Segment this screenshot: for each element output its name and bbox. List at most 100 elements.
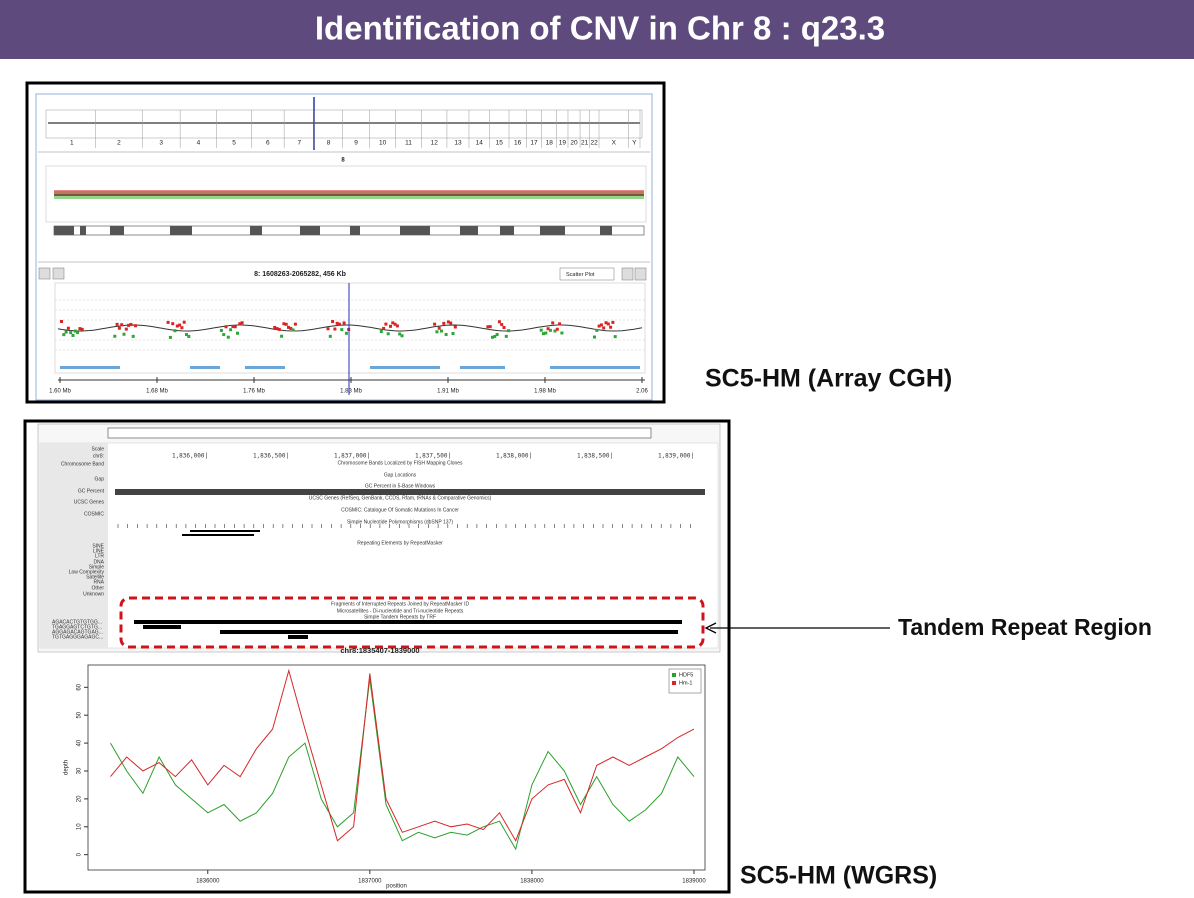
- track-title: UCSC Genes (RefSeq, GenBank, CCDS, Rfam,…: [309, 495, 492, 501]
- chromosome-label: 10: [379, 140, 387, 147]
- track-label: Gap: [95, 476, 105, 482]
- y-tick-label: 60: [77, 683, 83, 690]
- probe-dot: [442, 321, 446, 325]
- probe-dot: [606, 322, 610, 326]
- probe-dot: [344, 331, 348, 335]
- probe-dot: [493, 334, 497, 338]
- chr8-red-band: [54, 190, 644, 196]
- zoom-out-button[interactable]: [52, 267, 65, 280]
- ideogram-band: [110, 226, 124, 235]
- depth-line: [110, 668, 695, 842]
- tandem-repeat: [134, 620, 682, 624]
- probe-dot: [553, 329, 557, 333]
- probe-dot: [117, 326, 121, 330]
- track-title: Fragments of Interrupted Repeats Joined …: [331, 601, 470, 607]
- chromosome-navigator[interactable]: [107, 427, 652, 439]
- track-title: Simple Nucleotide Polymorphisms (dbSNP 1…: [347, 519, 453, 525]
- probe-dot: [488, 325, 492, 329]
- probe-dot: [80, 327, 84, 331]
- chromosome-label: 17: [530, 140, 538, 147]
- probe-dot: [433, 322, 437, 326]
- probe-dot: [127, 323, 131, 327]
- chromosome-label: 13: [454, 140, 462, 147]
- track-area: [39, 442, 719, 649]
- chr-label: 8: [341, 158, 345, 164]
- chromosome-label: X: [612, 140, 617, 147]
- chromosome-label: 2: [117, 140, 121, 147]
- scale-label: 1,837,500|: [415, 453, 451, 460]
- y-axis-title: depth: [64, 760, 70, 775]
- chromosome-label: 20: [570, 140, 578, 147]
- track-title: Simple Tandem Repeats by TRF: [364, 614, 436, 620]
- wgrs-label: SC5-HM (WGRS): [740, 862, 937, 890]
- probe-dot: [602, 326, 606, 330]
- probe-dot: [497, 320, 501, 324]
- repeat-element: [190, 530, 260, 532]
- ideogram-band: [350, 226, 360, 235]
- probe-dot: [551, 321, 555, 325]
- probe-dot: [280, 334, 284, 338]
- probe-dot: [291, 328, 295, 332]
- position-label: 1.76 Mb: [243, 389, 265, 395]
- position-label: 1.91 Mb: [437, 389, 459, 395]
- probe-dot: [134, 324, 137, 328]
- probe-dot: [131, 334, 135, 338]
- probe-dot: [71, 333, 75, 337]
- probe-dot: [180, 326, 184, 330]
- probe-dot: [504, 334, 508, 338]
- scale-label: 1,838,500|: [577, 453, 613, 460]
- plot-mode-select[interactable]: [559, 267, 615, 281]
- probe-dot: [558, 322, 562, 326]
- probe-dot: [238, 322, 242, 326]
- prev-button[interactable]: [621, 267, 634, 281]
- probe-dot: [451, 332, 455, 336]
- probe-dot: [168, 335, 172, 339]
- chromosome-label: Y: [632, 140, 637, 147]
- feature-track: [245, 366, 285, 369]
- probe-dot: [609, 325, 613, 329]
- repeat-label: TGTGAGGGAGAGC...: [52, 634, 103, 640]
- probe-dot: [384, 322, 388, 326]
- probe-dot: [273, 325, 277, 329]
- track-label: Satellite: [86, 574, 104, 580]
- chromosome-label: 18: [546, 140, 554, 147]
- probe-dot: [226, 335, 230, 339]
- probe-dot: [173, 329, 177, 333]
- probe-dot: [486, 325, 490, 329]
- track-title: Gap Locations: [384, 472, 417, 478]
- position-label: 1.98 Mb: [534, 389, 556, 395]
- ideogram-band: [170, 226, 192, 235]
- probe-dot: [440, 329, 443, 333]
- chromosome-label: 19: [559, 140, 567, 147]
- chromosome-label: 16: [514, 140, 522, 147]
- probe-dot: [546, 327, 550, 331]
- probe-dot: [282, 322, 286, 326]
- feature-track: [550, 366, 640, 369]
- probe-dot: [178, 323, 182, 327]
- repeat-label: TGAGGAGTCTGTG...: [52, 624, 102, 630]
- probe-dot: [544, 331, 548, 335]
- tandem-repeat: [288, 635, 308, 639]
- probe-dot: [236, 331, 239, 335]
- chromosome-label: 21: [581, 140, 589, 147]
- zoom-title: 8: 1608263-2065282, 456 Kb: [254, 271, 346, 278]
- chromosome-label: 9: [354, 140, 358, 147]
- genome-overview: [45, 109, 643, 139]
- chromosome-label: 12: [431, 140, 439, 147]
- track-label-column: [40, 443, 108, 648]
- probe-dot: [231, 324, 235, 328]
- track-title: COSMIC: Catalogue Of Somatic Mutations I…: [341, 507, 459, 513]
- y-tick-label: 40: [77, 739, 83, 746]
- probe-dot: [187, 334, 191, 338]
- plot-mode: Scatter Plot: [566, 272, 595, 278]
- next-button[interactable]: [634, 267, 647, 281]
- probe-dot: [453, 325, 457, 329]
- probe-dot: [78, 327, 82, 331]
- feature-track: [190, 366, 220, 369]
- probe-dot: [500, 323, 504, 327]
- chromosome-label: 4: [197, 140, 201, 147]
- zoom-in-button[interactable]: [38, 267, 51, 280]
- legend-label: Hm-1: [679, 680, 692, 686]
- probe-dot: [60, 320, 63, 323]
